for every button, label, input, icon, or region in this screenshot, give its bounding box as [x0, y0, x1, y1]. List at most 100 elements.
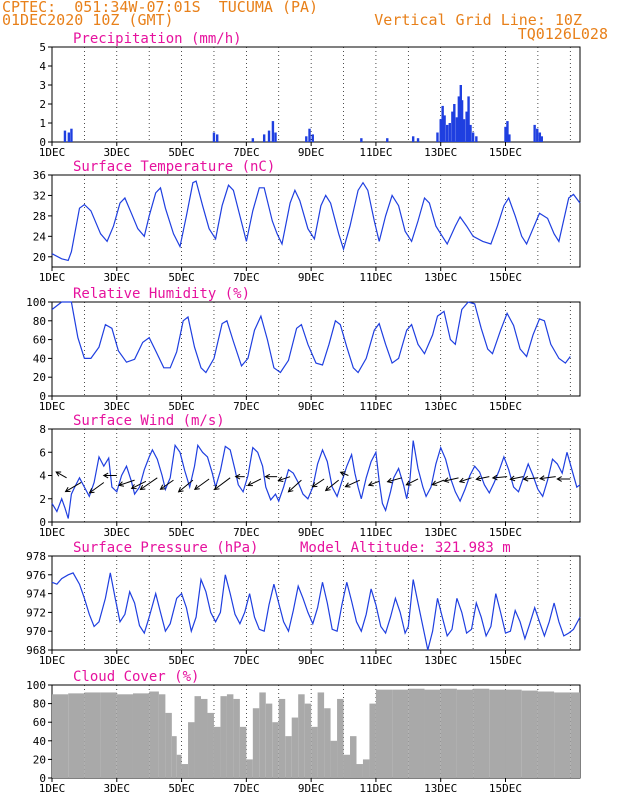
wind-arrow-head: [64, 487, 71, 493]
wind-arrow: [405, 478, 419, 486]
x-tick-label: 15DEC: [489, 782, 522, 795]
x-tick-label: 9DEC: [298, 400, 325, 413]
wind-arrow: [367, 480, 380, 487]
wind-arrow-head: [311, 482, 318, 488]
x-tick-label: 7DEC: [233, 146, 260, 159]
x-tick-label: 11DEC: [359, 400, 392, 413]
header-location: CPTEC: 051:34W-07:01S TUCUMA (PA): [2, 0, 319, 16]
wind-arrow-head: [443, 477, 450, 483]
wind-arrow-head: [193, 484, 200, 491]
x-tick-label: 5DEC: [168, 146, 195, 159]
cloud-bar: [132, 693, 150, 778]
y-tick-label: 0: [39, 516, 46, 529]
precip-bar: [455, 117, 459, 142]
panel-title: Surface Pressure (hPa): [73, 540, 258, 556]
precip-bar: [460, 100, 464, 142]
precip-bar: [416, 138, 420, 142]
precip-bar: [540, 136, 543, 142]
cloud-bar: [473, 688, 490, 778]
wind-arrow: [287, 479, 302, 493]
precip-bar: [360, 138, 363, 142]
wind-arrow-head: [246, 481, 253, 487]
precip-bar: [469, 124, 472, 142]
cloud-bar: [291, 717, 299, 778]
wind-arrow: [159, 479, 174, 490]
cloud-bar: [213, 726, 221, 778]
y-tick-label: 20: [33, 251, 46, 264]
wind-arrow-head: [539, 475, 545, 481]
wind-arrow-head: [522, 475, 529, 482]
x-tick-label: 5DEC: [168, 782, 195, 795]
wind-arrow-head: [556, 476, 562, 482]
panel-frame: [51, 174, 581, 268]
wind-arrow: [475, 475, 490, 482]
wind-arrow-head: [491, 474, 498, 481]
cloud-bar: [233, 698, 240, 778]
x-tick-label: 7DEC: [233, 271, 260, 284]
x-tick-label: 5DEC: [168, 271, 195, 284]
wind-arrow-shaft: [523, 477, 538, 480]
wind-arrow-shaft: [89, 482, 105, 494]
cloud-bar: [298, 694, 305, 778]
cloud-bar: [220, 696, 227, 778]
y-tick-label: 28: [33, 210, 46, 223]
cloud-bar: [52, 694, 69, 778]
cloud-bar: [68, 693, 85, 778]
wind-arrow: [130, 480, 147, 490]
x-tick-label: 11DEC: [359, 271, 392, 284]
precip-bar: [308, 128, 311, 142]
wind-arrow-shaft: [214, 477, 231, 490]
x-tick-label: 11DEC: [359, 782, 392, 795]
panel-6: 0 20 40 60 80 100 1DEC 3DEC 5DEC 7DEC 9DEC 11DEC 13D…: [26, 669, 581, 795]
precip-bar: [465, 111, 468, 142]
precip-bar: [274, 132, 277, 142]
cloud-bar: [505, 689, 522, 778]
cloud-bar: [356, 764, 363, 778]
y-tick-label: 20: [33, 371, 46, 384]
cloud-bar: [272, 722, 279, 778]
cloud-bar: [304, 703, 312, 778]
cloud-bar: [116, 694, 133, 778]
x-tick-label: 1DEC: [39, 654, 66, 667]
y-tick-label: 24: [33, 230, 47, 243]
wind-arrow-shaft: [444, 477, 459, 482]
header-datetime: 01DEC2020 10Z (GMT): [2, 11, 174, 29]
series-line: [51, 440, 581, 519]
precip-bar: [212, 132, 216, 142]
cloud-bar: [201, 698, 208, 778]
panel-title: Cloud Cover (%): [73, 669, 199, 685]
panel-5: 968 970 972 974 976 978 1DEC 3DEC 5DEC 7DEC 9DEC 11…: [26, 540, 581, 667]
x-tick-label: 5DEC: [168, 654, 195, 667]
cloud-bar: [330, 740, 338, 778]
cloud-bar: [171, 736, 177, 778]
y-tick-label: 974: [26, 588, 46, 601]
cloud-bar: [100, 692, 117, 778]
y-tick-label: 80: [33, 315, 46, 328]
x-tick-label: 15DEC: [489, 654, 522, 667]
precip-bar: [441, 105, 444, 142]
wind-arrow-head: [130, 484, 137, 490]
wind-arrow-head: [475, 475, 482, 482]
y-tick-label: 0: [39, 772, 46, 785]
x-tick-label: 7DEC: [233, 400, 260, 413]
x-tick-label: 7DEC: [233, 782, 260, 795]
x-tick-label: 1DEC: [39, 146, 66, 159]
precip-bar: [262, 134, 266, 142]
wind-arrow-head: [287, 486, 294, 493]
cloud-bar: [521, 690, 538, 778]
cloud-bar: [265, 703, 273, 778]
wind-arrow: [443, 477, 459, 483]
x-tick-label: 1DEC: [39, 526, 66, 539]
wind-arrow: [324, 479, 339, 492]
panel-frame: [51, 46, 581, 143]
x-tick-label: 1DEC: [39, 400, 66, 413]
x-tick-label: 9DEC: [298, 271, 325, 284]
wind-arrow: [118, 479, 135, 487]
wind-arrow: [88, 482, 105, 494]
panel-title: Relative Humidity (%): [73, 286, 250, 302]
wind-arrow-shaft: [476, 476, 490, 480]
y-tick-label: 970: [26, 625, 46, 638]
cloud-bar: [252, 708, 260, 778]
wind-arrow-shaft: [345, 479, 360, 488]
wind-arrow: [344, 479, 360, 488]
